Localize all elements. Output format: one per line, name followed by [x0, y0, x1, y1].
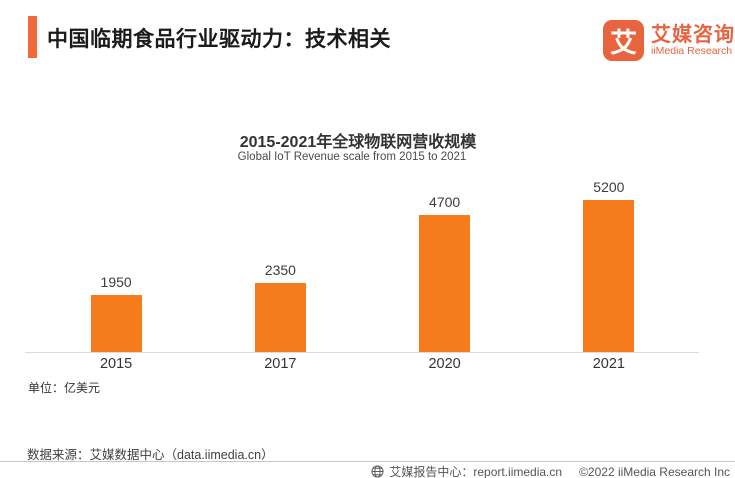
x-axis-label-2017: 2017 — [264, 356, 297, 372]
bar-slot-2015: 1950 — [34, 178, 198, 352]
bar-chart-plot: 1950 2350 4700 5200 — [34, 178, 691, 352]
bar-2020 — [419, 215, 471, 352]
title-accent-bar — [28, 16, 37, 58]
footer-report-center: 艾媒报告中心：report.iimedia.cn — [389, 465, 563, 478]
x-axis-line — [25, 352, 699, 353]
bar-2021 — [583, 200, 635, 352]
x-axis-labels: 2015 2017 2020 2021 — [34, 356, 691, 372]
chart-subtitle: Global IoT Revenue scale from 2015 to 20… — [237, 151, 467, 163]
footer-divider — [0, 461, 735, 462]
unit-note: 单位：亿美元 — [28, 381, 101, 395]
bar-slot-2017: 2350 — [198, 178, 362, 352]
x-axis-label-2015: 2015 — [99, 356, 133, 372]
logo-name-en: iiMedia Research — [651, 44, 733, 57]
bar-2015 — [90, 295, 142, 352]
iimedia-logo-icon: 艾 — [603, 20, 644, 61]
bar-value-label-2015: 1950 — [100, 274, 132, 290]
bar-slot-2021: 5200 — [527, 178, 691, 352]
footer-copyright: ©2022 iiMedia Research Inc — [579, 464, 730, 478]
bar-slot-2020: 4700 — [363, 178, 527, 352]
chart-title: 2015-2021年全球物联网营收规模 — [239, 134, 477, 151]
x-axis-label-2021: 2021 — [592, 356, 625, 372]
x-axis-label-2020: 2020 — [428, 356, 461, 372]
bar-value-label-2021: 5200 — [593, 179, 625, 195]
bar-2017 — [254, 283, 306, 352]
logo-text: 艾媒咨询 iiMedia Research — [651, 24, 735, 58]
bar-value-label-2020: 4700 — [429, 194, 461, 210]
page-title: 中国临期食品行业驱动力：技术相关 — [47, 28, 391, 51]
data-source-note: 数据来源：艾媒数据中心（data.iimedia.cn） — [27, 448, 274, 462]
logo-name-cn: 艾媒咨询 — [651, 23, 735, 46]
iimedia-logo: 艾 艾媒咨询 iiMedia Research — [603, 20, 735, 61]
bar-value-label-2017: 2350 — [264, 262, 296, 278]
globe-icon — [371, 465, 384, 478]
footer: 艾媒报告中心：report.iimedia.cn ©2022 iiMedia R… — [371, 463, 730, 478]
